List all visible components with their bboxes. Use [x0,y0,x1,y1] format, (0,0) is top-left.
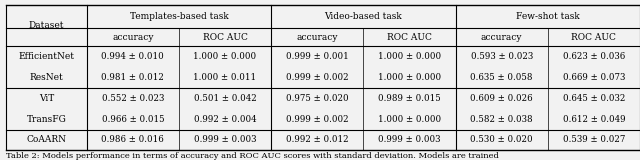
Text: 0.994 ± 0.010: 0.994 ± 0.010 [102,52,164,61]
Text: accuracy: accuracy [481,33,522,42]
Text: 0.966 ± 0.015: 0.966 ± 0.015 [102,115,164,124]
Text: ROC AUC: ROC AUC [203,33,248,42]
Text: 0.986 ± 0.016: 0.986 ± 0.016 [102,136,164,144]
Text: ViT: ViT [39,94,54,103]
Text: 0.609 ± 0.026: 0.609 ± 0.026 [470,94,533,103]
Text: 0.645 ± 0.032: 0.645 ± 0.032 [563,94,625,103]
Text: ROC AUC: ROC AUC [572,33,616,42]
Text: 1.000 ± 0.000: 1.000 ± 0.000 [193,52,257,61]
Text: 0.593 ± 0.023: 0.593 ± 0.023 [470,52,533,61]
Text: 0.530 ± 0.020: 0.530 ± 0.020 [470,136,533,144]
Text: 0.635 ± 0.058: 0.635 ± 0.058 [470,73,533,82]
Text: 0.989 ± 0.015: 0.989 ± 0.015 [378,94,441,103]
Text: 0.975 ± 0.020: 0.975 ± 0.020 [286,94,349,103]
Text: Table 2: Models performance in terms of accuracy and ROC AUC scores with standar: Table 2: Models performance in terms of … [6,152,499,160]
Text: 0.999 ± 0.003: 0.999 ± 0.003 [378,136,441,144]
Text: Few-shot task: Few-shot task [516,12,580,21]
Text: 0.992 ± 0.004: 0.992 ± 0.004 [194,115,257,124]
Text: 0.999 ± 0.001: 0.999 ± 0.001 [286,52,349,61]
Text: 0.981 ± 0.012: 0.981 ± 0.012 [101,73,164,82]
Text: Video-based task: Video-based task [324,12,403,21]
Text: 0.623 ± 0.036: 0.623 ± 0.036 [563,52,625,61]
Text: 0.992 ± 0.012: 0.992 ± 0.012 [286,136,349,144]
Text: ROC AUC: ROC AUC [387,33,432,42]
Text: 1.000 ± 0.000: 1.000 ± 0.000 [378,115,441,124]
Text: Dataset: Dataset [29,21,64,30]
Text: 0.669 ± 0.073: 0.669 ± 0.073 [563,73,625,82]
Text: 0.501 ± 0.042: 0.501 ± 0.042 [194,94,257,103]
Text: 1.000 ± 0.000: 1.000 ± 0.000 [378,73,441,82]
Text: 0.552 ± 0.023: 0.552 ± 0.023 [102,94,164,103]
Text: 0.999 ± 0.002: 0.999 ± 0.002 [286,115,349,124]
Text: 0.539 ± 0.027: 0.539 ± 0.027 [563,136,625,144]
Text: 1.000 ± 0.011: 1.000 ± 0.011 [193,73,257,82]
Text: 0.612 ± 0.049: 0.612 ± 0.049 [563,115,625,124]
Text: TransFG: TransFG [27,115,67,124]
Text: CoAARN: CoAARN [27,136,67,144]
Text: accuracy: accuracy [112,33,154,42]
Text: 0.999 ± 0.002: 0.999 ± 0.002 [286,73,349,82]
Text: ResNet: ResNet [29,73,63,82]
Text: 1.000 ± 0.000: 1.000 ± 0.000 [378,52,441,61]
Text: 0.999 ± 0.003: 0.999 ± 0.003 [194,136,256,144]
Text: EfficientNet: EfficientNet [19,52,75,61]
Text: Templates-based task: Templates-based task [129,12,228,21]
Text: 0.582 ± 0.038: 0.582 ± 0.038 [470,115,533,124]
Text: accuracy: accuracy [296,33,338,42]
